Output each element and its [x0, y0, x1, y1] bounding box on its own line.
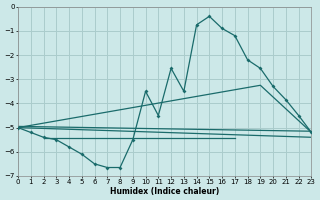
- X-axis label: Humidex (Indice chaleur): Humidex (Indice chaleur): [110, 187, 219, 196]
